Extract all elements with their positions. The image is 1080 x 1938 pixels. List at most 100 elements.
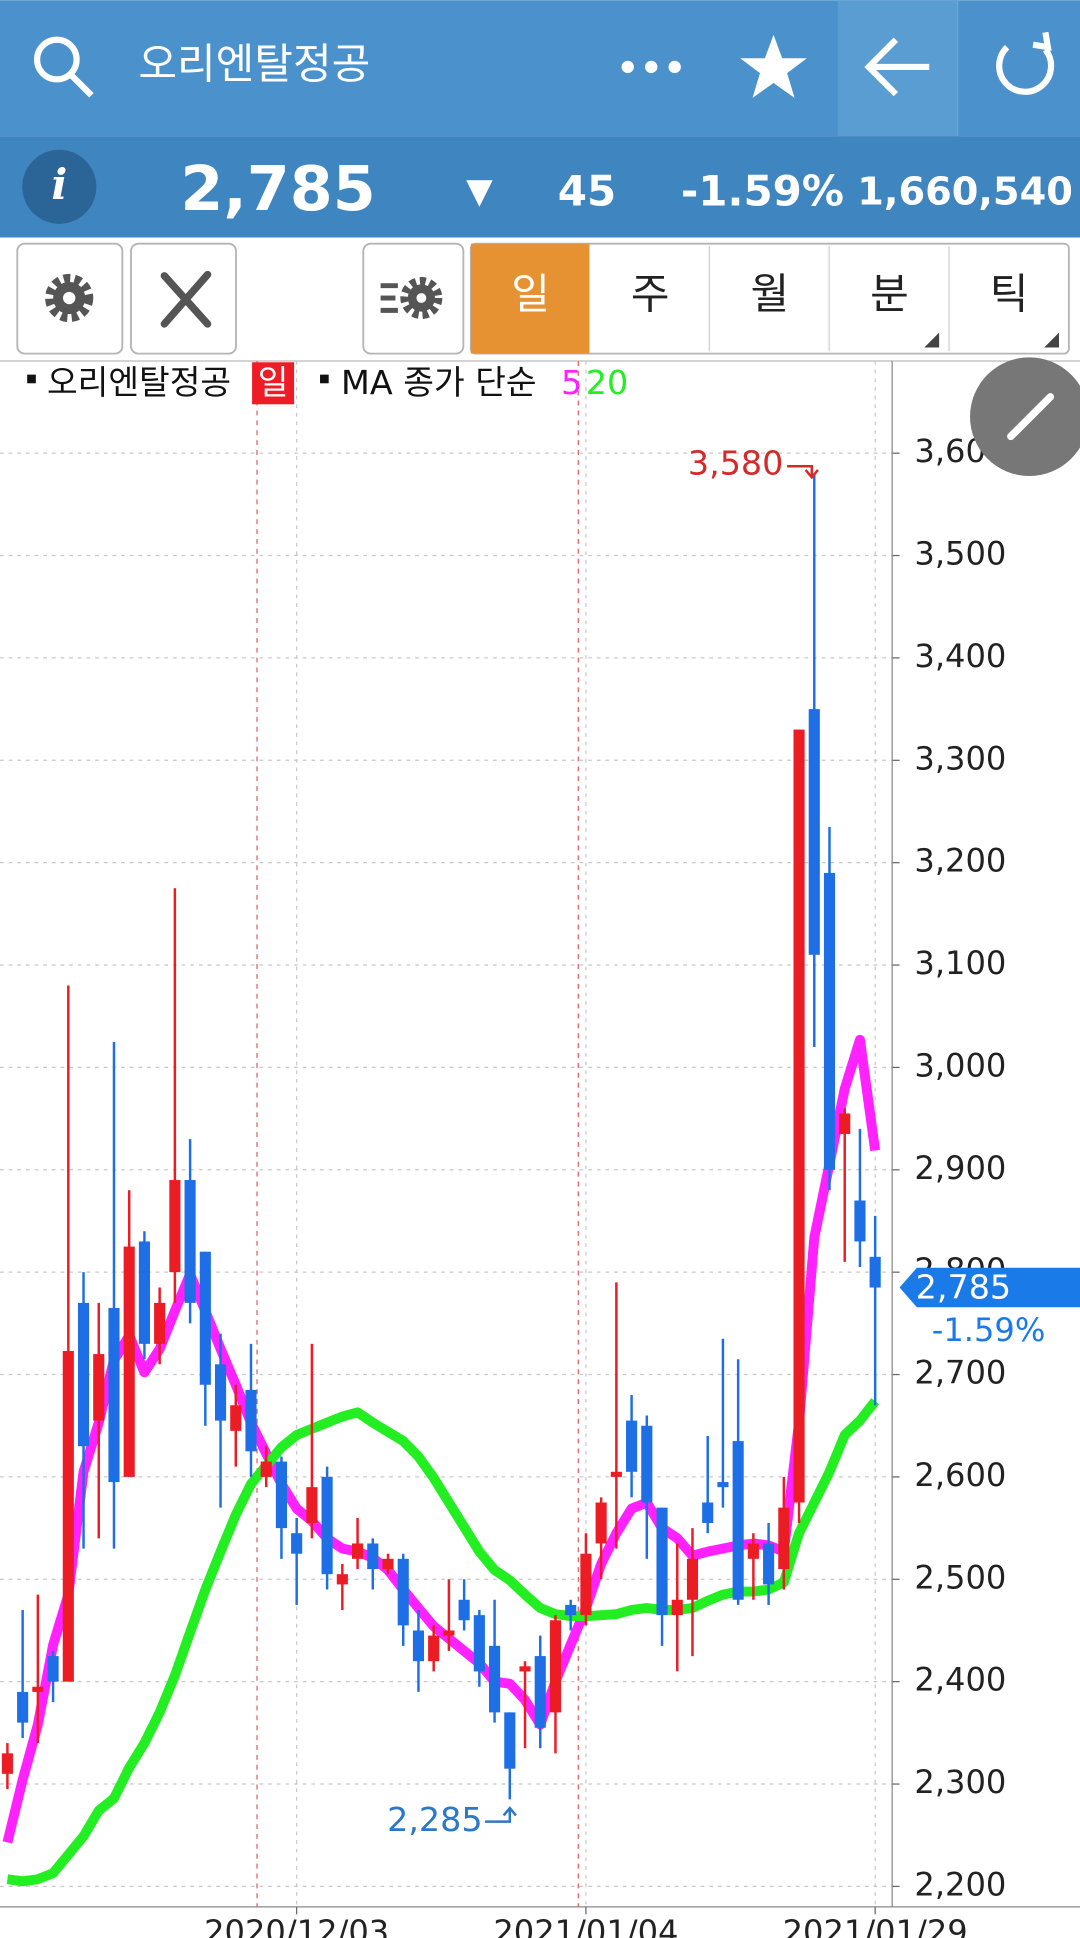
candle-body: [321, 1476, 333, 1575]
stock-title: 오리엔탈정공: [138, 39, 370, 88]
candle-body: [1, 1753, 13, 1774]
refresh-icon[interactable]: [996, 31, 1055, 95]
chart: 2,2002,3002,4002,5002,6002,7002,8002,900…: [0, 361, 1080, 1938]
y-tick-label: 3,500: [914, 535, 1006, 573]
high-annotation: 3,580: [688, 443, 784, 482]
candle-body: [77, 1302, 90, 1447]
candle-body: [519, 1666, 531, 1672]
candle-body: [32, 1686, 44, 1692]
low-annotation: 2,285: [387, 1800, 483, 1839]
period-tab[interactable]: 틱: [990, 269, 1029, 318]
x-tick-label: 2021/01/29: [783, 1913, 968, 1938]
candle-body: [123, 1246, 135, 1477]
candle-body: [214, 1364, 227, 1421]
candle-body: [869, 1256, 881, 1288]
candle-body: [732, 1441, 744, 1600]
candle-body: [47, 1656, 59, 1682]
active-tab[interactable]: [470, 243, 590, 354]
candle-body: [686, 1558, 699, 1600]
candle-body: [504, 1712, 516, 1769]
candle-body: [62, 1351, 74, 1682]
favorite-icon[interactable]: [740, 34, 807, 98]
candle-body: [823, 872, 836, 1170]
candle-body: [169, 1180, 181, 1273]
y-tick-label: 3,400: [914, 637, 1006, 675]
candle-body: [763, 1543, 775, 1585]
y-tick-label: 3,300: [914, 739, 1006, 777]
info-icon: i: [51, 160, 67, 209]
y-tick-label: 3,000: [914, 1046, 1006, 1084]
candle-body: [108, 1308, 120, 1483]
last-change: -1.59%: [932, 1311, 1046, 1349]
candle-body: [489, 1645, 501, 1713]
candle-body: [93, 1354, 105, 1421]
candle-body: [397, 1558, 409, 1626]
legend-bullet: [320, 374, 329, 384]
candle-body: [443, 1630, 455, 1636]
volume: 1,660,540: [857, 170, 1073, 215]
candle-body: [412, 1630, 425, 1662]
low-arrow: [485, 1806, 517, 1823]
x-tick-label: 2020/12/03: [204, 1913, 389, 1938]
candle-body: [291, 1533, 303, 1554]
candle-body: [626, 1420, 638, 1472]
candle-body: [230, 1405, 242, 1431]
candle-body: [138, 1241, 150, 1344]
legend-ma: MA 종가 단순: [341, 363, 537, 402]
period-tab[interactable]: 월: [751, 269, 790, 318]
candle-body: [671, 1599, 683, 1616]
y-tick-label: 2,900: [914, 1149, 1006, 1187]
candle-body: [717, 1482, 729, 1488]
quote-bar: [0, 136, 1080, 238]
last-price-box: [899, 1267, 1080, 1308]
candle-body: [154, 1302, 166, 1344]
y-tick-label: 2,300: [914, 1763, 1006, 1801]
y-tick-label: 2,600: [914, 1456, 1006, 1494]
period-tab[interactable]: 주: [631, 269, 670, 318]
indicator-icon: [380, 277, 443, 320]
period-tab[interactable]: 분: [870, 269, 909, 318]
legend-period: 일: [258, 363, 289, 402]
candle-body: [778, 1507, 790, 1570]
back-icon[interactable]: [864, 37, 930, 97]
y-tick-label: 3,100: [914, 944, 1006, 982]
candle-body: [808, 709, 820, 955]
candle-body: [336, 1574, 348, 1585]
candle-body: [641, 1425, 653, 1503]
x-tick-label: 2021/01/04: [493, 1913, 678, 1938]
candle-body: [549, 1620, 562, 1713]
candle-body: [458, 1599, 470, 1621]
candle-body: [382, 1558, 394, 1570]
search-icon[interactable]: [33, 36, 94, 98]
candle-body: [702, 1502, 714, 1523]
candle-body: [656, 1507, 668, 1616]
pencil-icon: [1007, 393, 1055, 441]
info-button[interactable]: [22, 149, 97, 224]
price: 2,785: [180, 153, 375, 225]
candle-body: [473, 1615, 485, 1672]
change-percent: -1.59%: [681, 167, 844, 216]
candle-body: [428, 1635, 440, 1662]
candle-body: [793, 729, 805, 1503]
dropdown-mark: [924, 332, 940, 348]
draw-button[interactable]: [970, 357, 1080, 476]
candle-body: [595, 1502, 607, 1544]
tools-icon: [160, 270, 212, 328]
candle-body: [199, 1251, 211, 1385]
candle-body: [184, 1180, 196, 1303]
legend-period-box: [252, 362, 295, 405]
more-icon[interactable]: [621, 60, 681, 74]
y-tick-label: 2,700: [914, 1354, 1006, 1392]
candle-body: [854, 1200, 866, 1242]
period-tab[interactable]: 일: [511, 269, 550, 318]
high-arrow: [787, 464, 819, 480]
candle-body: [580, 1553, 592, 1616]
candle-body: [245, 1389, 257, 1452]
candle-body: [534, 1656, 546, 1728]
gear-icon: [45, 273, 94, 323]
candle-body: [352, 1543, 364, 1559]
ma-line: [6, 1398, 880, 1887]
change: 45: [558, 167, 616, 216]
